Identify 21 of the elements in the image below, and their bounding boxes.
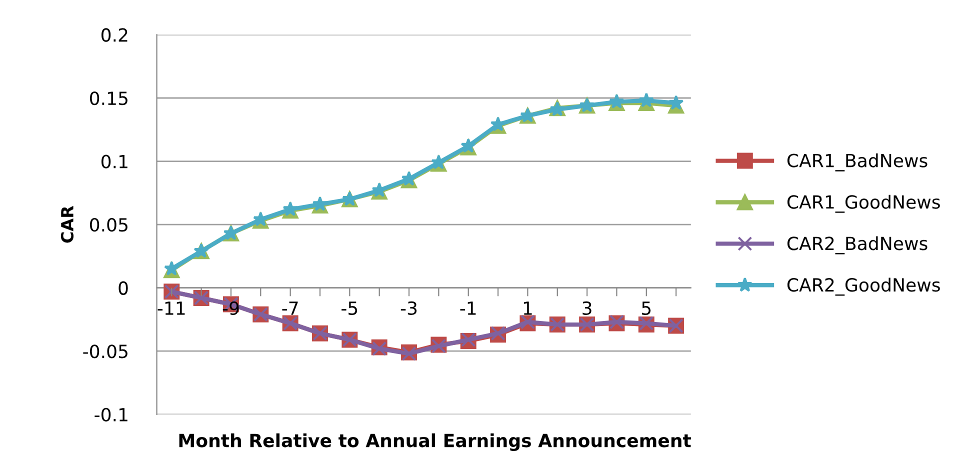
- y-tick-label: 0.05: [90, 218, 128, 232]
- legend-label: CAR2_GoodNews: [787, 278, 940, 296]
- x-tick-label: 1: [524, 302, 532, 315]
- legend-label: CAR2_BadNews: [787, 236, 928, 254]
- x-tick-label: -3: [400, 301, 417, 315]
- y-tick-label: 0.15: [90, 91, 128, 106]
- y-tick-label: -0.1: [94, 408, 128, 422]
- x-tick-label: 5: [642, 302, 651, 315]
- y-tick-label: 0.2: [102, 28, 128, 42]
- x-tick-label: -11: [158, 302, 185, 315]
- y-tick-label: 0.1: [102, 154, 128, 168]
- y-axis-title: CAR: [60, 206, 74, 243]
- legend-label: CAR1_BadNews: [787, 153, 928, 172]
- y-tick-label: -0.05: [83, 344, 128, 358]
- y-tick-label: 0: [118, 281, 128, 295]
- x-tick-label: -5: [342, 302, 358, 315]
- x-axis-title: Month Relative to Annual Earnings Announcement: [179, 433, 691, 451]
- legend-label: CAR1_GoodNews: [787, 194, 940, 213]
- x-tick-label: 3: [582, 301, 592, 315]
- x-tick-label: -7: [282, 302, 298, 315]
- x-tick-label: -1: [460, 302, 476, 315]
